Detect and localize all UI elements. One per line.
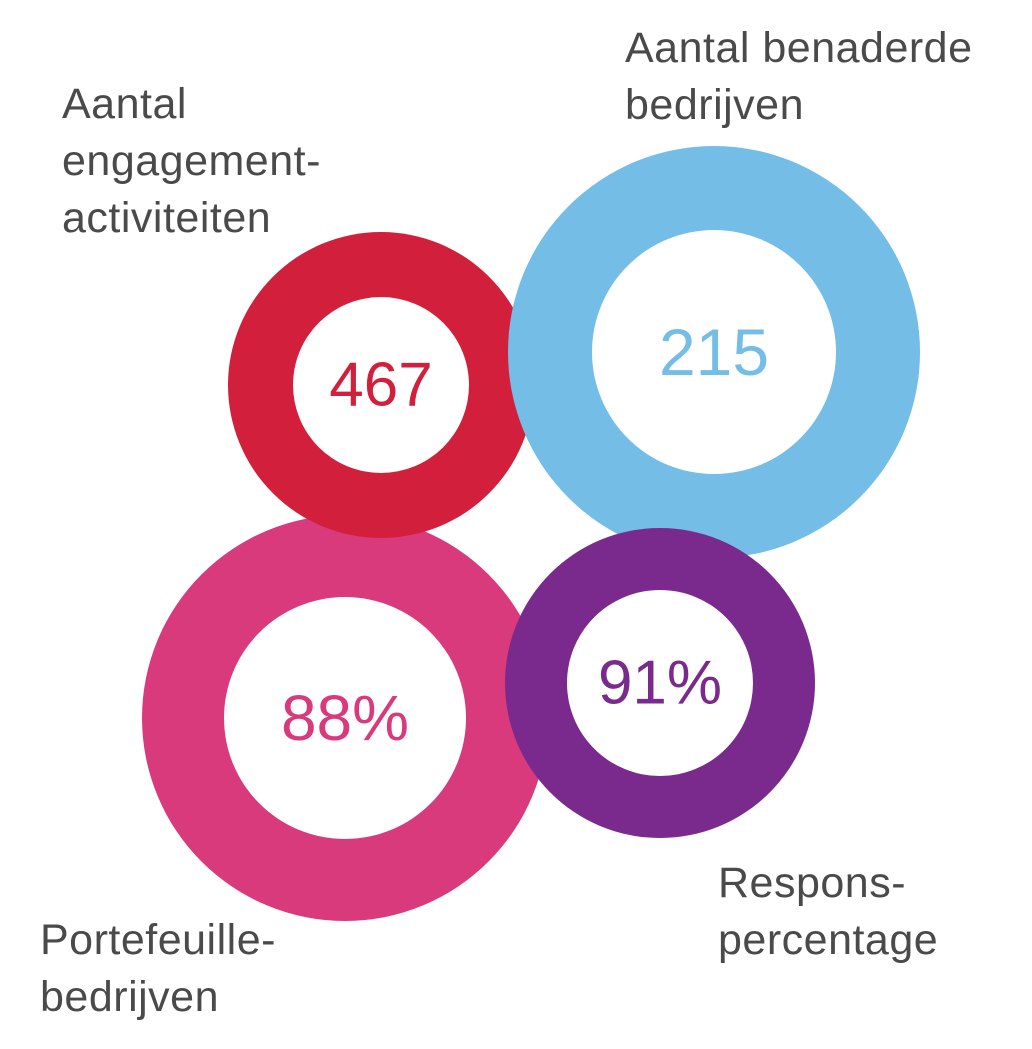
label-engagement-line-2: engagement- [62,137,321,185]
label-response-line-1: Respons- [718,859,907,907]
ring-response: 91% [505,528,815,838]
ring-engagement: 467 [228,232,534,538]
ring-companies-inner [592,230,836,474]
ring-portfolio: 88% [142,515,548,921]
ring-companies: 215 [508,146,920,558]
ring-engagement-value: 467 [329,351,432,420]
ring-response-inner [567,590,753,776]
label-portfolio-line-1: Portefeuille- [40,916,276,964]
label-companies-line-1: Aantal benaderde [625,24,973,72]
label-companies-line-2: bedrijven [625,81,804,129]
label-companies: Aantal benaderde bedrijven [625,20,973,134]
ring-response-value: 91% [598,649,722,718]
ring-companies-value: 215 [659,315,769,389]
label-response: Respons- percentage [718,855,938,969]
label-engagement-line-3: activiteiten [62,194,272,242]
label-response-line-2: percentage [718,916,939,964]
label-portfolio-line-2: bedrijven [40,973,219,1021]
label-portfolio: Portefeuille- bedrijven [40,912,276,1026]
label-engagement: Aantal engagement- activiteiten [62,76,321,247]
ring-portfolio-value: 88% [281,682,409,754]
ring-engagement-inner [293,297,469,473]
label-engagement-line-1: Aantal [62,80,187,128]
ring-portfolio-inner [224,597,466,839]
